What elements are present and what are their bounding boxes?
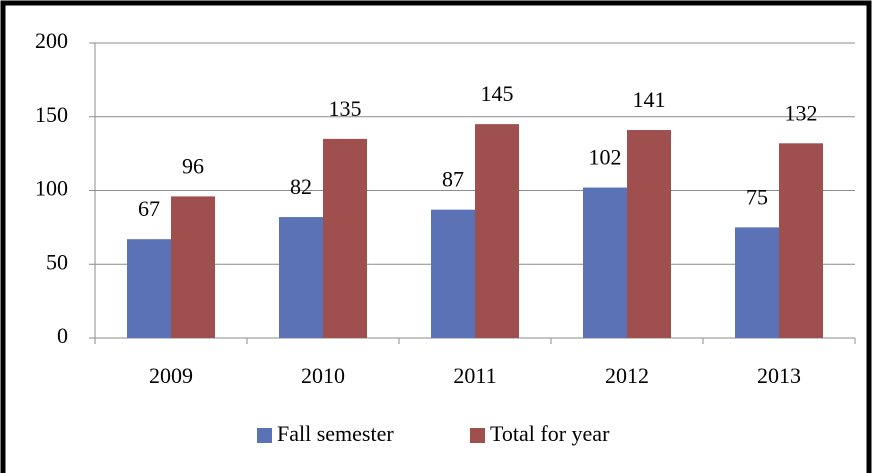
y-tick-label: 50	[46, 249, 68, 274]
bar	[171, 196, 215, 338]
bar	[279, 217, 323, 338]
data-label: 87	[442, 167, 464, 192]
y-tick-label: 0	[57, 323, 68, 348]
data-label: 135	[329, 96, 362, 121]
bar	[735, 227, 779, 338]
data-label: 102	[589, 145, 622, 170]
bar	[475, 124, 519, 338]
x-tick-label: 2012	[605, 363, 649, 388]
data-label: 145	[481, 81, 514, 106]
bar	[323, 138, 367, 338]
x-tick-label: 2011	[453, 363, 496, 388]
bar	[431, 209, 475, 338]
y-tick-label: 150	[35, 102, 68, 127]
bar	[627, 130, 671, 338]
x-tick-label: 2010	[301, 363, 345, 388]
legend-swatch	[470, 428, 485, 443]
y-tick-label: 100	[35, 176, 68, 201]
data-label: 82	[290, 174, 312, 199]
bar	[583, 187, 627, 338]
bar	[127, 239, 171, 338]
bar	[779, 143, 823, 338]
data-label: 96	[182, 153, 204, 178]
legend-label: Fall semester	[277, 421, 394, 446]
data-label: 75	[746, 184, 768, 209]
data-label: 67	[138, 196, 160, 221]
x-tick-label: 2013	[757, 363, 801, 388]
x-tick-label: 2009	[149, 363, 193, 388]
data-label: 132	[785, 100, 818, 125]
data-label: 141	[633, 87, 666, 112]
y-tick-label: 200	[35, 28, 68, 53]
legend-swatch	[257, 428, 272, 443]
legend-label: Total for year	[490, 421, 610, 446]
